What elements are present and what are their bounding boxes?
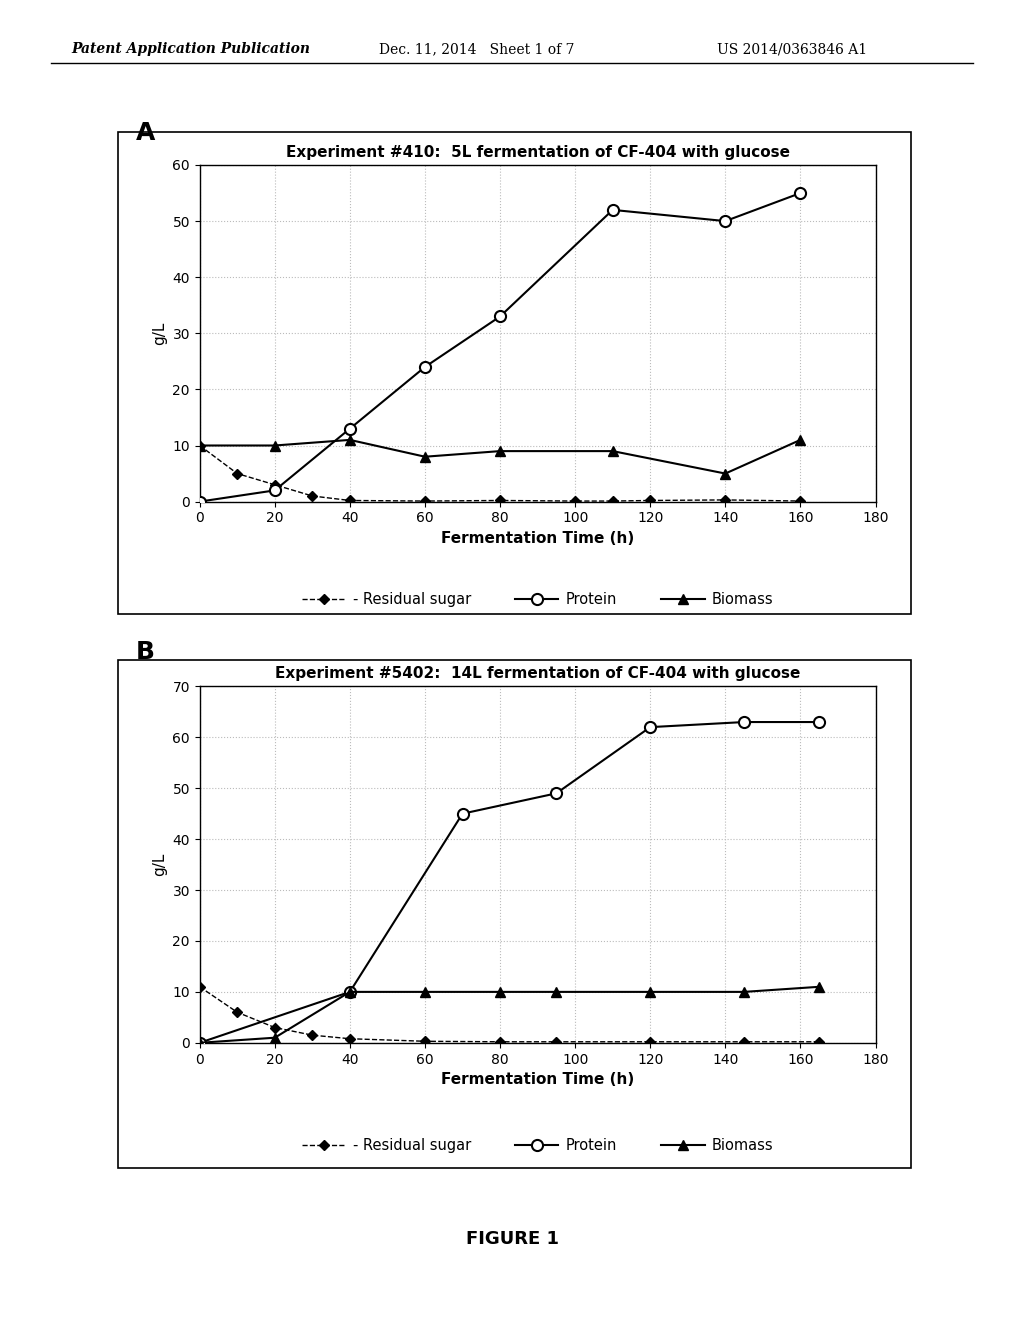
- Residual sugar (231, 466, 244, 482)
- Residual sugar (550, 1034, 562, 1049)
Protein (457, 805, 469, 821)
- Residual sugar (644, 1034, 656, 1049)
- Residual sugar (606, 494, 618, 510)
X-axis label: Fermentation Time (h): Fermentation Time (h) (441, 531, 634, 546)
- Residual sugar (419, 494, 431, 510)
Biomass (813, 979, 825, 995)
- Residual sugar (719, 492, 731, 508)
- Residual sugar (268, 477, 281, 492)
Text: Dec. 11, 2014   Sheet 1 of 7: Dec. 11, 2014 Sheet 1 of 7 (379, 42, 574, 57)
- Residual sugar (344, 492, 356, 508)
- Residual sugar (194, 438, 206, 454)
- Residual sugar (644, 492, 656, 508)
- Residual sugar (306, 488, 318, 504)
Text: A: A (135, 121, 155, 145)
Biomass (344, 983, 356, 999)
- Residual sugar (194, 979, 206, 995)
Line: Biomass: Biomass (195, 982, 824, 1048)
Legend: - Residual sugar, Protein, Biomass: - Residual sugar, Protein, Biomass (296, 586, 779, 612)
Protein (644, 719, 656, 735)
Biomass (738, 983, 751, 999)
- Residual sugar (344, 1031, 356, 1047)
Protein (194, 494, 206, 510)
Protein (194, 1035, 206, 1051)
Biomass (719, 466, 731, 482)
- Residual sugar (738, 1034, 751, 1049)
Line: Protein: Protein (195, 717, 824, 1048)
- Residual sugar (419, 1034, 431, 1049)
Text: Patent Application Publication: Patent Application Publication (72, 42, 310, 57)
Biomass (268, 1030, 281, 1045)
- Residual sugar (306, 1027, 318, 1043)
- Residual sugar (268, 1019, 281, 1035)
Biomass (494, 983, 506, 999)
- Residual sugar (494, 1034, 506, 1049)
Text: B: B (135, 640, 155, 664)
X-axis label: Fermentation Time (h): Fermentation Time (h) (441, 1072, 634, 1088)
Protein (795, 185, 807, 201)
Y-axis label: g/L: g/L (152, 853, 167, 876)
- Residual sugar (231, 1005, 244, 1020)
Protein (419, 359, 431, 375)
Legend: - Residual sugar, Protein, Biomass: - Residual sugar, Protein, Biomass (296, 1133, 779, 1159)
Protein (550, 785, 562, 801)
Protein (344, 421, 356, 437)
Protein (719, 213, 731, 230)
Line: - Residual sugar: - Residual sugar (197, 442, 804, 504)
Protein (344, 983, 356, 999)
- Residual sugar (813, 1034, 825, 1049)
Line: - Residual sugar: - Residual sugar (197, 983, 822, 1045)
Biomass (194, 438, 206, 454)
Biomass (419, 449, 431, 465)
Title: Experiment #5402:  14L fermentation of CF-404 with glucose: Experiment #5402: 14L fermentation of CF… (274, 667, 801, 681)
Protein (494, 309, 506, 325)
- Residual sugar (795, 494, 807, 510)
Biomass (268, 438, 281, 454)
Text: FIGURE 1: FIGURE 1 (466, 1230, 558, 1249)
Biomass (606, 444, 618, 459)
Biomass (644, 983, 656, 999)
Biomass (550, 983, 562, 999)
Biomass (419, 983, 431, 999)
Protein (268, 483, 281, 499)
Biomass (494, 444, 506, 459)
Protein (813, 714, 825, 730)
Biomass (344, 432, 356, 447)
Biomass (795, 432, 807, 447)
Biomass (194, 1035, 206, 1051)
Y-axis label: g/L: g/L (152, 322, 167, 345)
Line: Protein: Protein (195, 187, 806, 507)
Text: US 2014/0363846 A1: US 2014/0363846 A1 (717, 42, 867, 57)
Line: Biomass: Biomass (195, 436, 805, 478)
Protein (738, 714, 751, 730)
Title: Experiment #410:  5L fermentation of CF-404 with glucose: Experiment #410: 5L fermentation of CF-4… (286, 145, 790, 160)
Protein (606, 202, 618, 218)
- Residual sugar (569, 494, 582, 510)
- Residual sugar (494, 492, 506, 508)
